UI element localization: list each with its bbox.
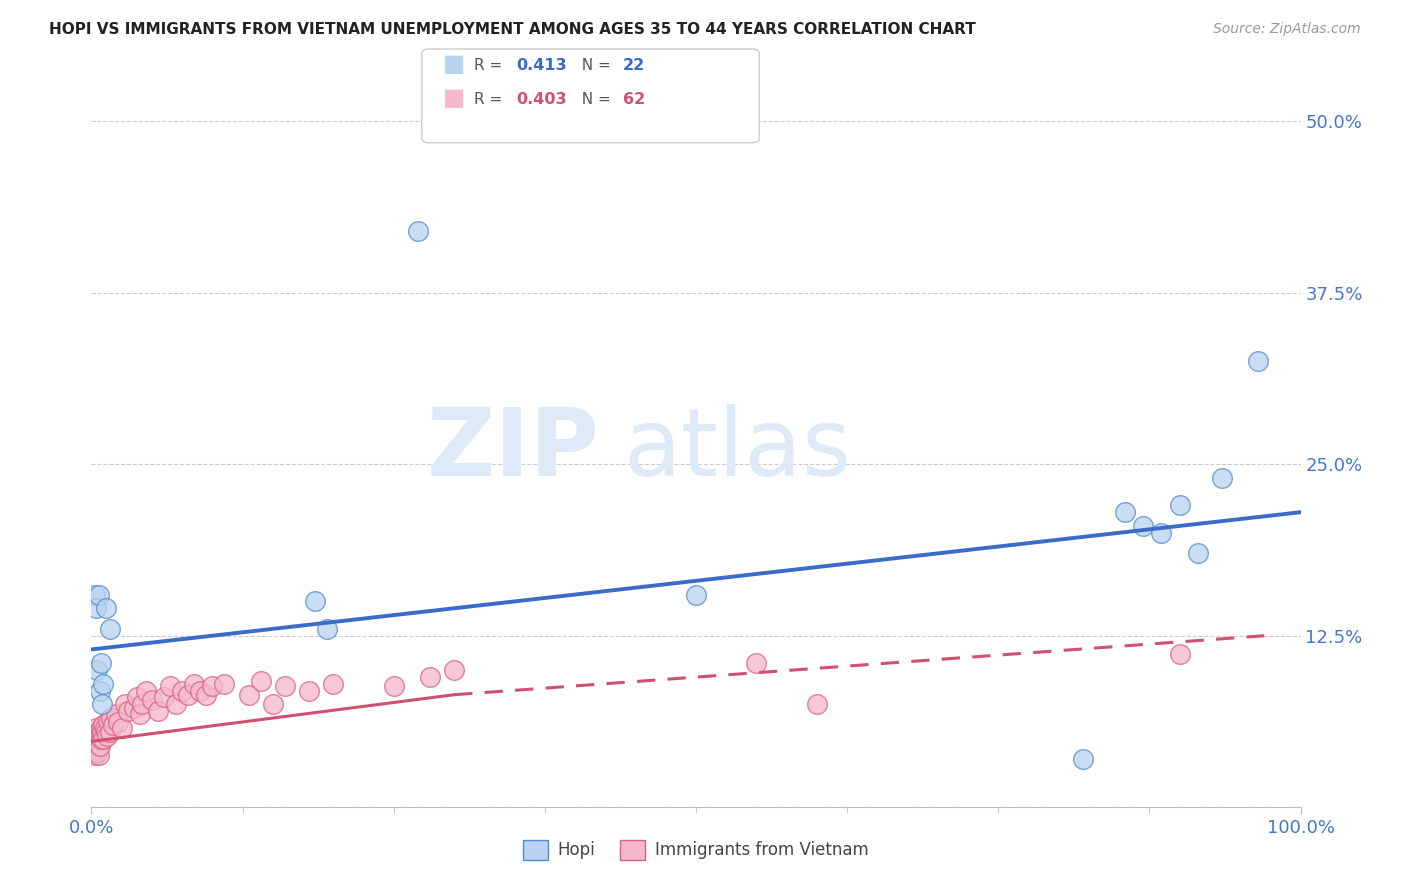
Point bbox=[1247, 354, 1270, 368]
Text: N =: N = bbox=[572, 59, 616, 73]
Point bbox=[159, 680, 181, 694]
Point bbox=[86, 731, 108, 746]
Point bbox=[443, 663, 465, 677]
Point bbox=[1187, 546, 1209, 560]
Text: R =: R = bbox=[474, 59, 508, 73]
Text: HOPI VS IMMIGRANTS FROM VIETNAM UNEMPLOYMENT AMONG AGES 35 TO 44 YEARS CORRELATI: HOPI VS IMMIGRANTS FROM VIETNAM UNEMPLOY… bbox=[49, 22, 976, 37]
Point bbox=[86, 745, 108, 759]
Point bbox=[238, 688, 260, 702]
Point bbox=[84, 588, 107, 602]
Point bbox=[97, 714, 120, 728]
Point bbox=[131, 698, 153, 712]
Point bbox=[94, 724, 117, 739]
Point bbox=[322, 677, 344, 691]
Point bbox=[172, 683, 194, 698]
Point bbox=[96, 729, 118, 743]
Point bbox=[84, 601, 107, 615]
Point bbox=[93, 731, 115, 746]
Text: ■: ■ bbox=[443, 87, 465, 111]
Point bbox=[214, 677, 236, 691]
Point bbox=[382, 680, 405, 694]
Point bbox=[87, 588, 110, 602]
Point bbox=[98, 724, 121, 739]
Text: 62: 62 bbox=[623, 93, 645, 107]
Point bbox=[83, 729, 105, 743]
Text: 0.413: 0.413 bbox=[516, 59, 567, 73]
Point bbox=[84, 742, 107, 756]
Text: 0.403: 0.403 bbox=[516, 93, 567, 107]
Point bbox=[195, 688, 218, 702]
Point bbox=[1211, 471, 1233, 485]
Point bbox=[304, 594, 326, 608]
Point bbox=[87, 724, 110, 739]
Point bbox=[1114, 505, 1136, 519]
Point bbox=[177, 688, 200, 702]
Point bbox=[153, 690, 176, 705]
Point bbox=[90, 731, 112, 746]
Point bbox=[82, 745, 104, 759]
Point bbox=[89, 739, 111, 753]
Point bbox=[1132, 519, 1154, 533]
Point bbox=[188, 683, 211, 698]
Point bbox=[94, 601, 117, 615]
Point bbox=[90, 721, 112, 735]
Text: R =: R = bbox=[474, 93, 508, 107]
Point bbox=[127, 690, 149, 705]
Point bbox=[93, 721, 115, 735]
Point bbox=[135, 683, 157, 698]
Point bbox=[90, 656, 112, 670]
Point bbox=[183, 677, 205, 691]
Point bbox=[298, 683, 321, 698]
Legend: Hopi, Immigrants from Vietnam: Hopi, Immigrants from Vietnam bbox=[516, 833, 876, 867]
Point bbox=[84, 745, 107, 759]
Point bbox=[100, 711, 122, 725]
Point bbox=[91, 698, 114, 712]
Point bbox=[745, 656, 768, 670]
Point bbox=[1168, 499, 1191, 513]
Point bbox=[316, 622, 339, 636]
Point bbox=[274, 680, 297, 694]
Point bbox=[165, 698, 187, 712]
Point bbox=[1150, 525, 1173, 540]
Point bbox=[84, 734, 107, 748]
Point bbox=[98, 622, 121, 636]
Point bbox=[107, 715, 129, 730]
Point bbox=[93, 718, 115, 732]
Text: ■: ■ bbox=[443, 53, 465, 77]
Point bbox=[87, 748, 110, 763]
Point bbox=[84, 721, 107, 735]
Point bbox=[128, 706, 150, 721]
Text: N =: N = bbox=[572, 93, 616, 107]
Point bbox=[406, 224, 429, 238]
Point bbox=[806, 698, 828, 712]
Point bbox=[84, 731, 107, 746]
Point bbox=[1168, 647, 1191, 661]
Text: ZIP: ZIP bbox=[426, 404, 599, 497]
Point bbox=[249, 673, 271, 688]
Point bbox=[262, 698, 284, 712]
Point bbox=[114, 698, 136, 712]
Point bbox=[201, 680, 224, 694]
Text: atlas: atlas bbox=[623, 404, 852, 497]
Point bbox=[111, 721, 132, 735]
Point bbox=[146, 704, 169, 718]
Point bbox=[101, 718, 124, 732]
Text: 22: 22 bbox=[623, 59, 645, 73]
Point bbox=[419, 670, 441, 684]
Point bbox=[141, 693, 163, 707]
Point bbox=[89, 729, 111, 743]
Point bbox=[87, 739, 110, 753]
Point bbox=[89, 683, 111, 698]
Point bbox=[685, 588, 707, 602]
Text: Source: ZipAtlas.com: Source: ZipAtlas.com bbox=[1213, 22, 1361, 37]
Point bbox=[83, 742, 105, 756]
Point bbox=[84, 748, 107, 763]
Point bbox=[86, 663, 108, 677]
Point bbox=[1071, 752, 1094, 766]
Point bbox=[104, 706, 127, 721]
Point bbox=[91, 724, 114, 739]
Point bbox=[117, 704, 139, 718]
Point bbox=[122, 701, 145, 715]
Point bbox=[93, 677, 115, 691]
